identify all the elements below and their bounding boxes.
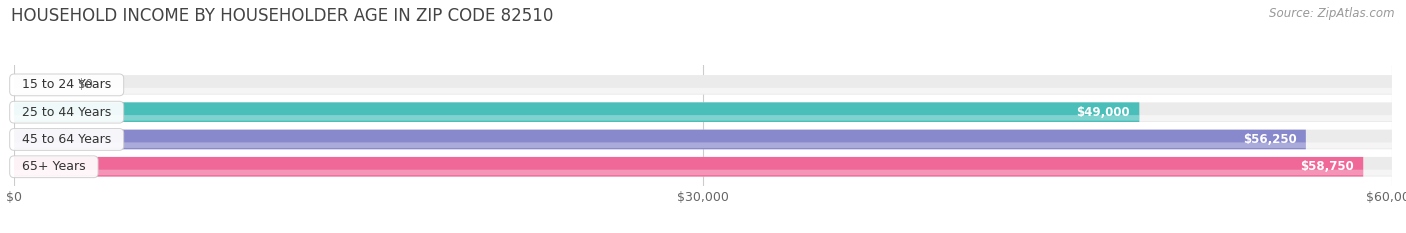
Text: $49,000: $49,000 [1077,106,1130,119]
FancyBboxPatch shape [14,115,1392,121]
FancyBboxPatch shape [14,157,1364,177]
FancyBboxPatch shape [14,115,1139,121]
Text: $0: $0 [79,78,93,91]
FancyBboxPatch shape [14,130,1392,149]
FancyBboxPatch shape [14,142,1306,148]
Text: 25 to 44 Years: 25 to 44 Years [14,106,120,119]
FancyBboxPatch shape [14,170,1392,176]
Text: Source: ZipAtlas.com: Source: ZipAtlas.com [1270,7,1395,20]
Text: $56,250: $56,250 [1243,133,1296,146]
Text: HOUSEHOLD INCOME BY HOUSEHOLDER AGE IN ZIP CODE 82510: HOUSEHOLD INCOME BY HOUSEHOLDER AGE IN Z… [11,7,554,25]
Text: 65+ Years: 65+ Years [14,160,94,173]
FancyBboxPatch shape [14,102,1392,122]
FancyBboxPatch shape [14,75,1392,95]
FancyBboxPatch shape [14,130,1306,149]
Text: $58,750: $58,750 [1301,160,1354,173]
Text: 45 to 64 Years: 45 to 64 Years [14,133,120,146]
FancyBboxPatch shape [14,142,1392,148]
FancyBboxPatch shape [14,157,1392,177]
FancyBboxPatch shape [14,88,1392,94]
Text: 15 to 24 Years: 15 to 24 Years [14,78,120,91]
FancyBboxPatch shape [14,170,1364,175]
FancyBboxPatch shape [14,102,1139,122]
